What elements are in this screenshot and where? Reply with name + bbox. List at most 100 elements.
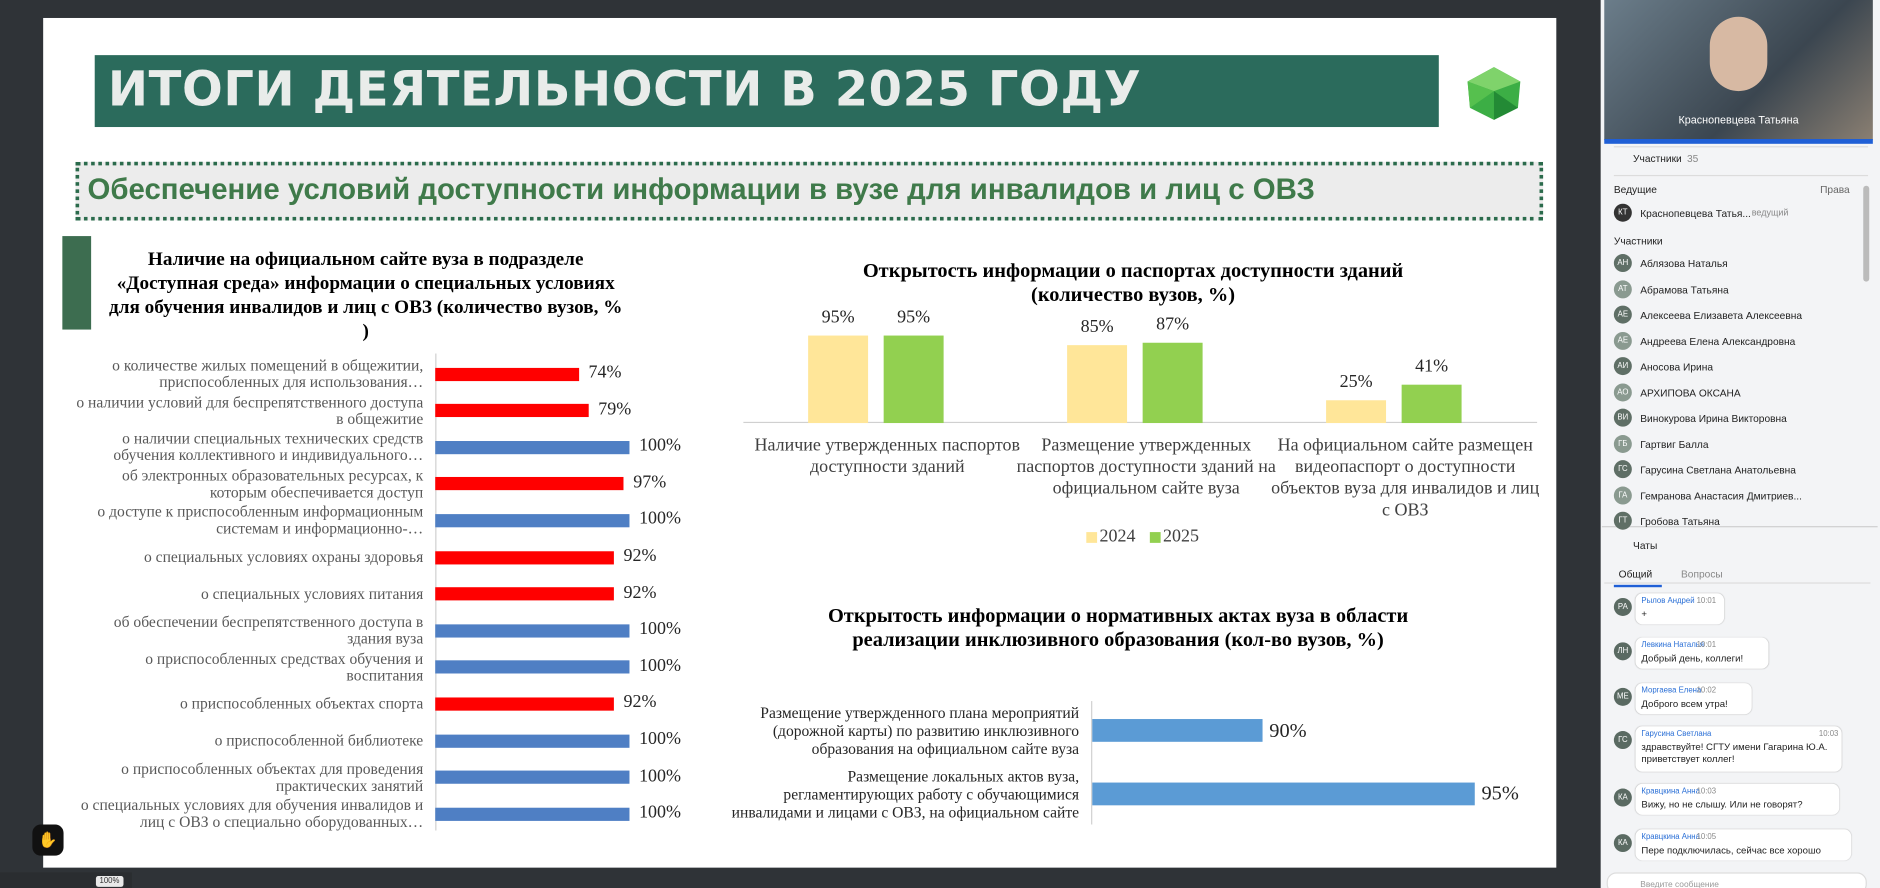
bar xyxy=(1326,399,1387,424)
category-label: о приспособленных объектах для проведени… xyxy=(121,759,424,795)
value-label: 97% xyxy=(633,473,667,493)
host-name: Краснопевцева Татья... xyxy=(1640,207,1751,220)
category-label: о специальных условиях питания xyxy=(200,584,424,603)
participant-name[interactable]: Аблязова Наталья xyxy=(1640,257,1728,270)
bar xyxy=(435,550,614,564)
value-label: 100% xyxy=(639,803,682,823)
value-label: 92% xyxy=(623,693,657,713)
participant-name[interactable]: Алексеева Елизавета Алексеевна xyxy=(1640,309,1803,322)
chat-text: + xyxy=(1641,608,1648,620)
chat-time: 10:03 xyxy=(1818,729,1839,739)
bar xyxy=(435,477,624,491)
bar xyxy=(435,770,630,784)
face xyxy=(1709,16,1768,92)
value-label: 100% xyxy=(639,766,682,786)
chat-author: Левкина Наталья xyxy=(1641,641,1705,650)
scrollbar xyxy=(1863,185,1870,282)
participant-name[interactable]: Гемранова Анастасия Дмитриев... xyxy=(1640,489,1802,502)
category-label: о приспособленных средствах обучения и в… xyxy=(145,649,424,685)
axis-line xyxy=(743,421,1538,424)
avatar: ГС xyxy=(1613,460,1632,479)
chat-text: Пере подключилась, сейчас все хорошо xyxy=(1641,844,1821,856)
category-label: На официальном сайте размещен видеопаспо… xyxy=(1271,436,1540,521)
participant-name[interactable]: Винокурова Ирина Викторовна xyxy=(1640,412,1787,425)
legend-swatch xyxy=(1149,532,1161,543)
avatar: КТ xyxy=(1613,203,1632,222)
avatar: АЕ xyxy=(1613,305,1632,324)
category-label: Размещение утвержденных паспортов доступ… xyxy=(1016,436,1276,499)
chat-time: 10:01 xyxy=(1696,596,1717,606)
bar xyxy=(1092,719,1263,742)
value-label: 100% xyxy=(639,729,682,749)
participant-name[interactable]: Гарусина Светлана Анатольевна xyxy=(1640,463,1796,476)
participant-name[interactable]: Абрамова Татьяна xyxy=(1640,283,1729,296)
value-label: 90% xyxy=(1269,718,1307,742)
bar xyxy=(435,734,630,748)
category-label: Наличие утвержденных паспортов доступнос… xyxy=(754,436,1021,477)
bar xyxy=(883,335,944,424)
participant-name[interactable]: Аносова Ирина xyxy=(1640,360,1713,373)
tab-underline xyxy=(1613,584,1662,588)
slide-title: ИТОГИ ДЕЯТЕЛЬНОСТИ В 2025 ГОДУ xyxy=(107,62,1142,118)
category-label: об электронных образовательных ресурсах,… xyxy=(122,465,424,501)
divider xyxy=(1601,526,1878,528)
chat-text: Доброго всем утра! xyxy=(1641,698,1728,710)
avatar: ГТ xyxy=(1613,511,1632,530)
bar xyxy=(435,367,579,381)
value-label: 100% xyxy=(639,619,682,639)
avatar: АИ xyxy=(1613,357,1632,376)
chart-title: Открытость информации о паспортах доступ… xyxy=(862,258,1404,306)
accent-bar xyxy=(62,236,92,330)
participant-name[interactable]: АРХИПОВА ОКСАНА xyxy=(1640,386,1741,399)
participants-count: 35 xyxy=(1686,152,1699,165)
avatar: АЕ xyxy=(1613,331,1632,350)
bar xyxy=(435,623,630,638)
chat-text: здравствуйте! СГТУ имени Гагарина Ю.А. п… xyxy=(1641,741,1828,765)
value-label: 100% xyxy=(639,436,682,456)
bar xyxy=(435,807,630,821)
value-label: 74% xyxy=(588,363,622,383)
bar xyxy=(1092,781,1475,805)
avatar: ВИ xyxy=(1613,408,1632,427)
participant-name[interactable]: Андреева Елена Александровна xyxy=(1640,334,1796,347)
value-label: 95% xyxy=(897,307,931,327)
value-label: 79% xyxy=(598,399,632,419)
chat-time: 10:01 xyxy=(1696,641,1717,650)
chat-bubble xyxy=(1635,726,1842,772)
bar xyxy=(435,587,614,601)
avatar: АО xyxy=(1613,382,1632,401)
value-label: 25% xyxy=(1339,372,1373,392)
category-label: о специальных условиях охраны здоровья xyxy=(143,547,424,566)
bar xyxy=(435,697,614,711)
bar xyxy=(435,660,630,674)
chat-text: Добрый день, коллеги! xyxy=(1641,653,1744,664)
avatar: КА xyxy=(1613,788,1632,807)
chat-bubble xyxy=(1635,829,1851,861)
legend-label: 2024 xyxy=(1099,527,1136,547)
chat-bubble xyxy=(1635,637,1769,669)
chat-author: Кравцкина Анна xyxy=(1641,787,1700,796)
chat-time: 10:03 xyxy=(1696,787,1717,796)
chat-bubble xyxy=(1635,593,1725,625)
participant-name[interactable]: Гробова Татьяна xyxy=(1640,515,1720,528)
chat-tab[interactable]: Вопросы xyxy=(1680,568,1723,581)
avatar: ГС xyxy=(1613,731,1632,749)
value-label: 95% xyxy=(821,307,855,327)
hand-button[interactable]: ✋ xyxy=(32,824,64,856)
video-tile[interactable] xyxy=(1604,0,1873,141)
chat-bubble xyxy=(1635,683,1752,715)
category-label: Размещение утвержденного плана мероприят… xyxy=(760,703,1080,758)
chat-author: Кравцкина Анна xyxy=(1641,832,1700,842)
logo xyxy=(1467,67,1521,120)
chat-tab[interactable]: Общий xyxy=(1618,568,1653,581)
chat-input[interactable] xyxy=(1606,872,1867,888)
avatar: ГА xyxy=(1613,485,1632,504)
chart-title: Наличие на официальном сайте вуза в подр… xyxy=(108,249,623,342)
chat-time: 10:02 xyxy=(1696,686,1717,696)
value-label: 100% xyxy=(639,509,682,529)
avatar: РА xyxy=(1613,598,1632,616)
chat-input-placeholder[interactable]: Введите сообщение xyxy=(1640,880,1719,888)
participant-name[interactable]: Гартвиг Балла xyxy=(1640,438,1709,450)
